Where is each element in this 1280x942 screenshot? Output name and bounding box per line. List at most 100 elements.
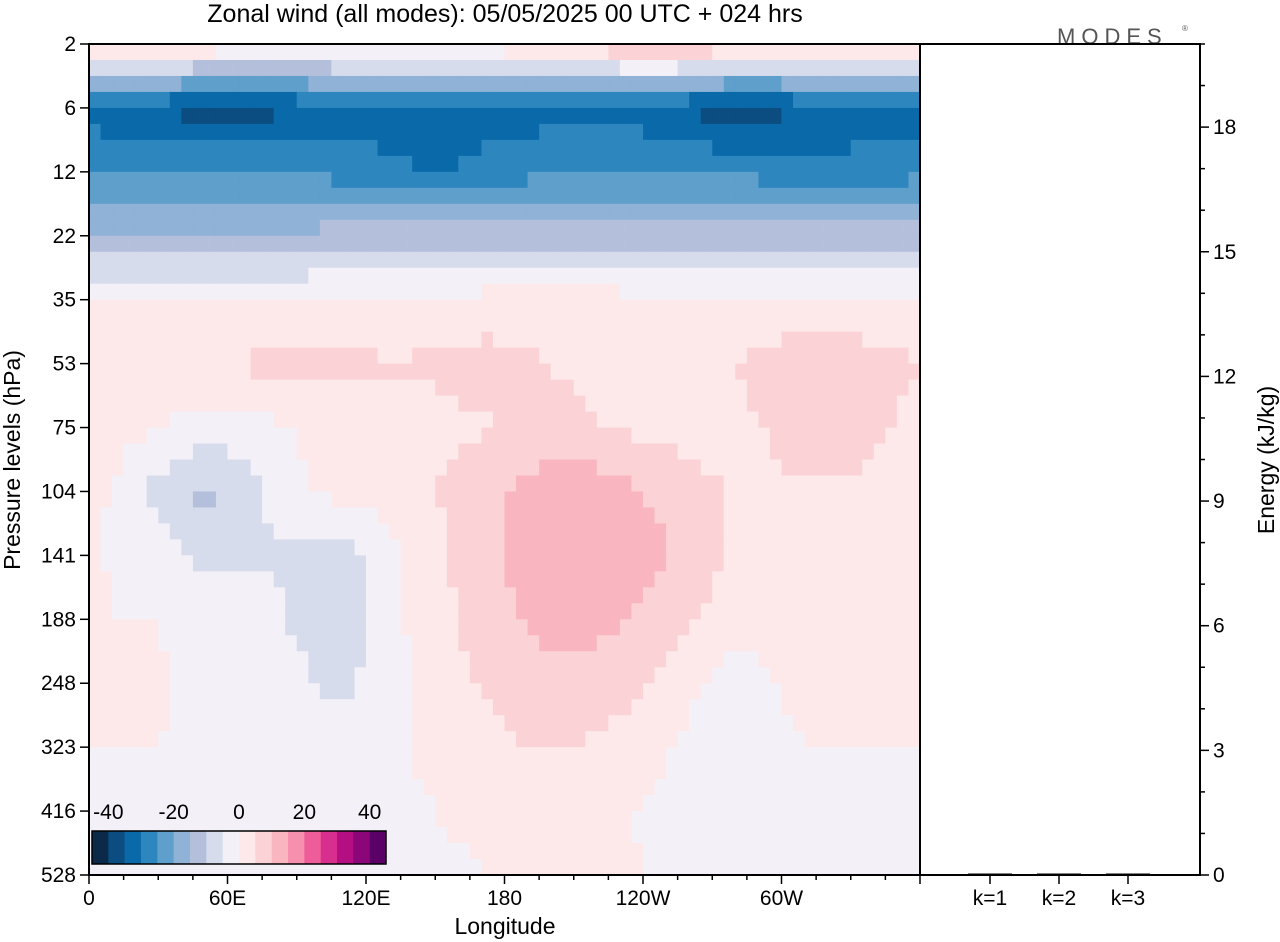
heatmap-cell xyxy=(412,811,425,828)
heatmap-cell xyxy=(550,427,563,445)
heatmap-cell xyxy=(781,91,794,109)
heatmap-cell xyxy=(331,267,344,285)
heatmap-cell xyxy=(677,411,690,429)
heatmap-cell xyxy=(319,283,332,301)
heatmap-cell xyxy=(458,587,471,604)
heatmap-cell xyxy=(550,843,563,860)
heatmap-cell xyxy=(492,155,506,173)
heatmap-cell xyxy=(412,651,425,668)
heatmap-cell xyxy=(908,491,920,509)
heatmap-cell xyxy=(192,587,206,604)
heatmap-cell xyxy=(169,267,182,285)
heatmap-cell xyxy=(192,731,206,748)
heatmap-cell xyxy=(296,667,309,684)
heatmap-cell xyxy=(100,187,113,205)
heatmap-cell xyxy=(112,635,125,652)
heatmap-cell xyxy=(585,203,598,221)
heatmap-cell xyxy=(366,203,379,221)
heatmap-cell xyxy=(862,459,875,477)
heatmap-cell xyxy=(458,795,471,812)
heatmap-cell xyxy=(89,315,102,333)
heatmap-cell xyxy=(146,811,159,828)
heatmap-cell xyxy=(342,299,356,317)
heatmap-cell xyxy=(746,59,760,77)
heatmap-cell xyxy=(204,651,217,668)
heatmap-cell xyxy=(735,587,748,604)
heatmap-cell xyxy=(816,603,829,620)
heatmap-cell xyxy=(319,619,332,636)
heatmap-cell xyxy=(539,203,552,221)
heatmap-cell xyxy=(643,315,656,333)
heatmap-cell xyxy=(619,203,633,221)
heatmap-cell xyxy=(700,139,713,157)
heatmap-cell xyxy=(354,379,367,397)
heatmap-cell xyxy=(608,651,621,668)
heatmap-cell xyxy=(896,219,910,237)
heatmap-cell xyxy=(896,363,910,381)
heatmap-cell xyxy=(446,811,459,828)
heatmap-cell xyxy=(677,44,690,61)
heatmap-cell xyxy=(539,667,552,684)
heatmap-cell xyxy=(112,795,125,812)
heatmap-cell xyxy=(839,843,852,860)
heatmap-cell xyxy=(146,651,159,668)
heatmap-cell xyxy=(643,155,656,173)
heatmap-cell xyxy=(654,443,667,461)
heatmap-cell xyxy=(273,491,286,509)
heatmap-cell xyxy=(608,139,621,157)
heatmap-cell xyxy=(608,379,621,397)
heatmap-cell xyxy=(296,251,309,269)
heatmap-cell xyxy=(412,203,425,221)
heatmap-cell xyxy=(296,587,309,604)
heatmap-cell xyxy=(250,763,263,780)
heatmap-cell xyxy=(354,507,367,525)
heatmap-cell xyxy=(146,187,159,205)
heatmap-cell xyxy=(723,299,736,317)
heatmap-cell xyxy=(469,699,483,716)
heatmap-cell xyxy=(227,155,240,173)
heatmap-cell xyxy=(608,859,621,875)
heatmap-cell xyxy=(100,747,113,764)
heatmap-cell xyxy=(619,379,633,397)
heatmap-cell xyxy=(308,395,321,413)
heatmap-cell xyxy=(908,219,920,237)
heatmap-cell xyxy=(215,763,229,780)
heatmap-cell xyxy=(400,859,413,875)
heatmap-cell xyxy=(227,475,240,493)
heatmap-cell xyxy=(850,731,863,748)
colorbar-frame xyxy=(91,830,387,865)
colorbar-label: -40 xyxy=(93,801,123,824)
heatmap-cell xyxy=(839,555,852,572)
heatmap-cell xyxy=(654,523,667,540)
heatmap-cell xyxy=(677,459,690,477)
heatmap-cell xyxy=(331,59,344,77)
heatmap-cell xyxy=(158,555,171,572)
heatmap-cell xyxy=(319,411,332,429)
heatmap-cell xyxy=(481,667,494,684)
heatmap-cell xyxy=(839,44,852,61)
heatmap-cell xyxy=(204,363,217,381)
heatmap-cell xyxy=(308,699,321,716)
heatmap-cell xyxy=(619,635,633,652)
heatmap-cell xyxy=(469,763,483,780)
heatmap-cell xyxy=(816,347,829,365)
heatmap-cell xyxy=(354,747,367,764)
heatmap-cell xyxy=(250,507,263,525)
heatmap-cell xyxy=(285,763,298,780)
heatmap-cell xyxy=(827,859,840,875)
modes-registered-mark: ® xyxy=(1182,24,1188,33)
heatmap-cell xyxy=(862,139,875,157)
heatmap-cell xyxy=(446,795,459,812)
heatmap-cell xyxy=(89,587,102,604)
heatmap-cell xyxy=(758,299,771,317)
heatmap-cell xyxy=(423,555,436,572)
heatmap-cell xyxy=(550,299,563,317)
heatmap-cell xyxy=(516,539,529,556)
heatmap-cell xyxy=(666,315,679,333)
heatmap-cell xyxy=(631,795,644,812)
heatmap-cell xyxy=(689,539,702,556)
heatmap-cell xyxy=(123,171,136,189)
heatmap-cell xyxy=(816,155,829,173)
heatmap-cell xyxy=(239,443,252,461)
heatmap-cell xyxy=(758,603,771,620)
